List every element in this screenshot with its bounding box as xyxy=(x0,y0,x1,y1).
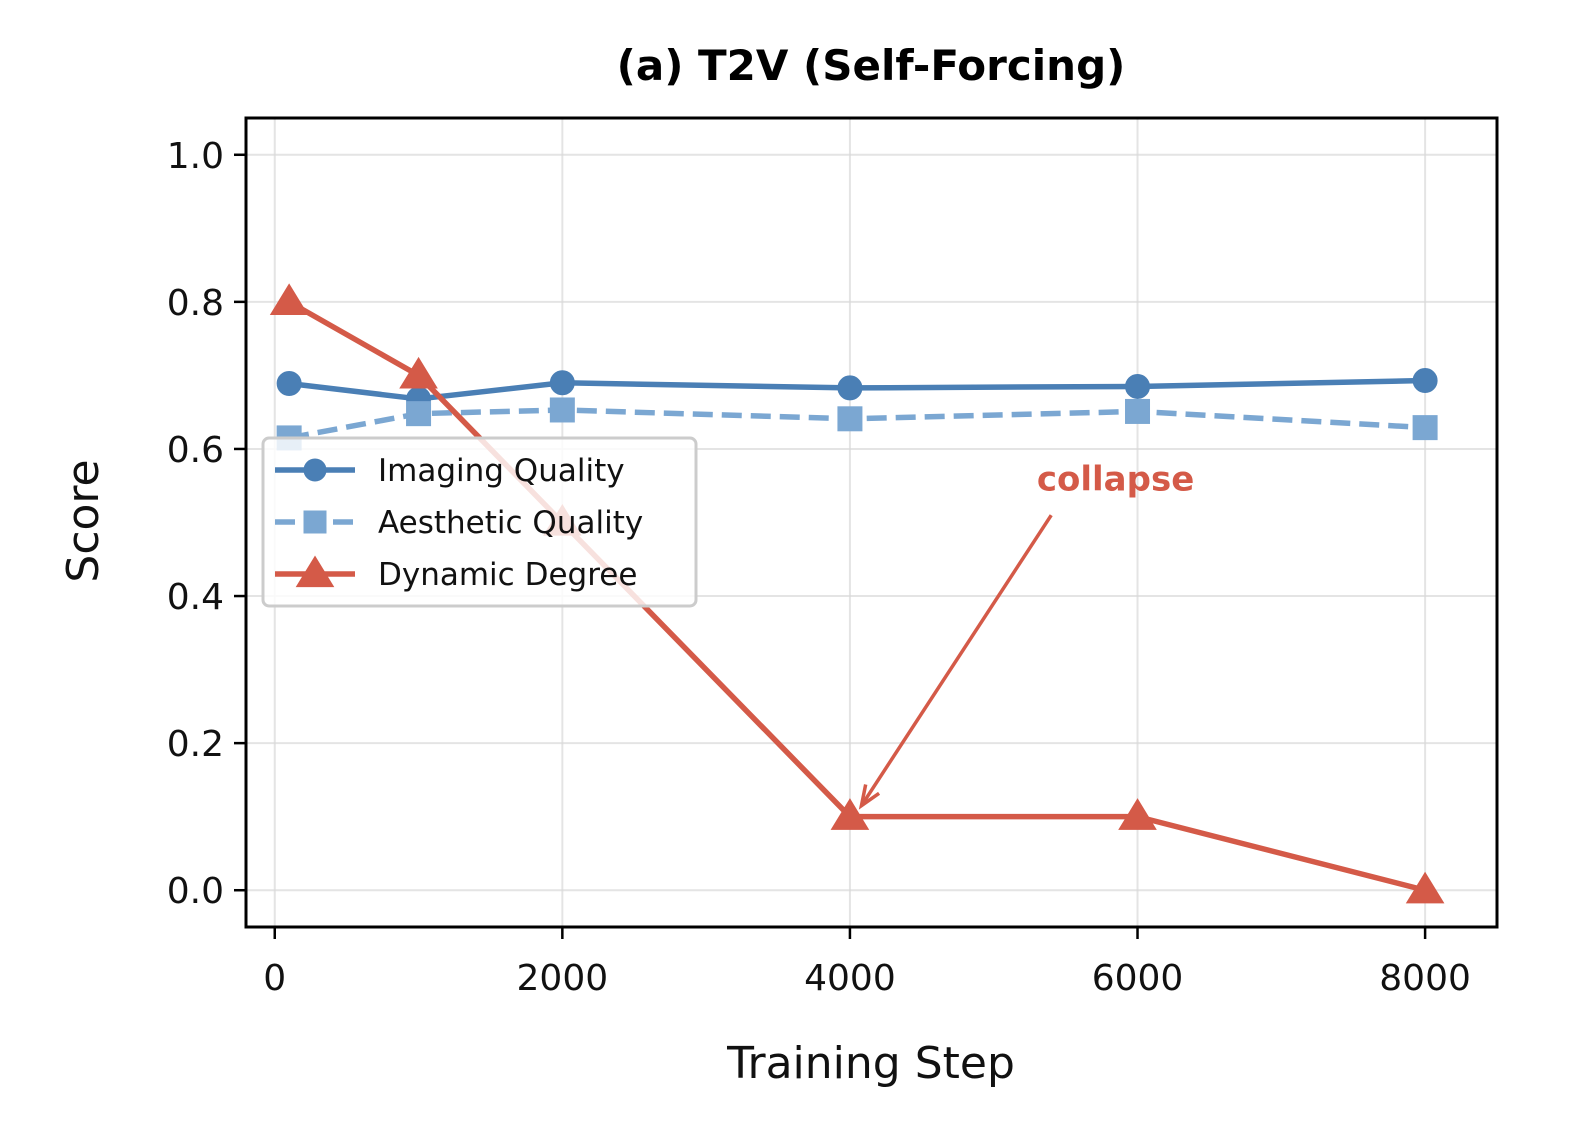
legend-label: Aesthetic Quality xyxy=(378,505,643,541)
x-tick-label: 8000 xyxy=(1379,958,1471,999)
x-axis-label: Training Step xyxy=(726,1038,1015,1089)
data-point xyxy=(1405,871,1445,904)
data-point xyxy=(276,370,302,396)
legend-marker xyxy=(303,510,327,534)
data-point xyxy=(269,283,309,315)
data-point xyxy=(830,798,870,830)
annotation-arrow-head xyxy=(858,784,881,810)
annotation-layer: collapse xyxy=(858,459,1194,810)
axis-ticks: 0 2000 4000 6000 8000 0.0 0.2 0.4 0.6 0.8 1.0 xyxy=(167,136,1471,999)
series-1 xyxy=(276,397,1438,451)
data-point xyxy=(1412,368,1438,394)
data-point xyxy=(549,397,575,423)
chart-title: (a) T2V (Self-Forcing) xyxy=(617,41,1126,90)
series-0 xyxy=(276,368,1438,412)
x-tick-label: 0 xyxy=(263,958,286,999)
data-point xyxy=(1125,398,1151,424)
legend-item: Imaging Quality xyxy=(275,453,625,489)
series-layer xyxy=(269,283,1445,904)
series-2 xyxy=(269,283,1445,904)
series-line xyxy=(287,299,1426,893)
series-line xyxy=(288,377,1426,402)
legend-marker xyxy=(295,555,335,588)
data-point xyxy=(1125,373,1151,399)
y-tick-label: 0.0 xyxy=(167,871,224,912)
grid-lines xyxy=(246,118,1497,927)
data-point xyxy=(1412,415,1438,441)
data-point xyxy=(406,401,432,427)
legend-item: Dynamic Degree xyxy=(275,555,637,593)
annotation-label: collapse xyxy=(1037,459,1194,499)
x-tick-label: 2000 xyxy=(517,958,609,999)
y-tick-label: 0.8 xyxy=(167,283,224,324)
y-tick-label: 1.0 xyxy=(167,136,224,177)
y-tick-label: 0.4 xyxy=(167,577,224,618)
annotation-arrow-line xyxy=(859,514,1053,807)
series-line xyxy=(288,407,1426,441)
legend-marker xyxy=(303,458,327,482)
x-tick-label: 4000 xyxy=(804,958,896,999)
data-point xyxy=(549,370,575,396)
legend-box xyxy=(261,436,698,608)
plot-frame xyxy=(244,116,1499,929)
data-point xyxy=(837,406,863,432)
data-point xyxy=(837,375,863,401)
legend: Imaging Quality Aesthetic Quality Dynamic … xyxy=(261,436,698,608)
legend-item: Aesthetic Quality xyxy=(275,505,643,541)
legend-label: Imaging Quality xyxy=(378,453,625,489)
x-tick-label: 6000 xyxy=(1092,958,1184,999)
y-axis-label: Score xyxy=(58,459,109,582)
data-point xyxy=(1118,798,1157,830)
y-tick-label: 0.2 xyxy=(167,724,224,765)
y-tick-label: 0.6 xyxy=(167,430,224,471)
data-point xyxy=(399,356,438,389)
legend-label: Dynamic Degree xyxy=(378,557,637,593)
